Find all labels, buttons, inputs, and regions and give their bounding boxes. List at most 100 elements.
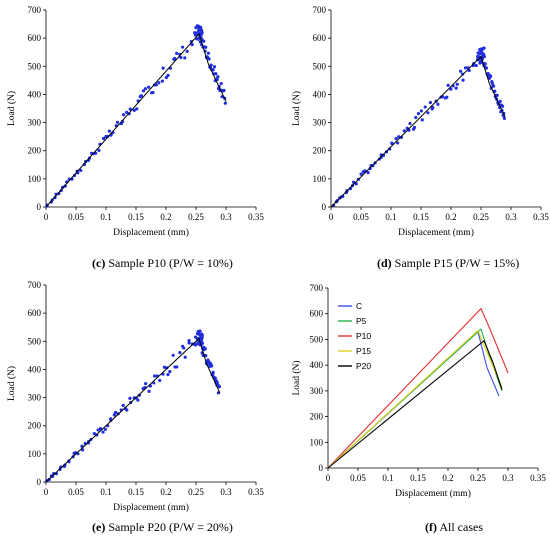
chart-c-data-point xyxy=(166,73,170,78)
chart-e-y-tick-label: 0 xyxy=(37,477,42,487)
chart-d-data-point xyxy=(480,50,484,54)
chart-d-y-tick-label: 400 xyxy=(313,89,327,99)
chart-d-data-point xyxy=(359,172,363,176)
chart-d-data-point xyxy=(423,105,427,109)
chart-e-data-point xyxy=(210,364,214,368)
chart-e-data-point xyxy=(203,347,207,351)
chart-f-x-tick-label: 0.15 xyxy=(410,473,426,483)
chart-e-x-axis-label: Displacement (mm) xyxy=(113,502,189,513)
chart-f-caption-letter: (f) xyxy=(425,520,437,534)
chart-c-caption-letter: (c) xyxy=(92,256,106,270)
legend-label-p15: P15 xyxy=(356,346,371,356)
chart-e-data-point xyxy=(215,380,219,385)
chart-d-data-point xyxy=(455,82,459,86)
chart-e-caption-text: Sample P20 (P/W = 20%) xyxy=(108,520,233,534)
chart-e-data-point xyxy=(196,330,200,334)
chart-e-plot: 0 0.05 0.1 0.15 0.2 0.25 0.3 0.35 0 100 200 300 400 5… xyxy=(6,280,264,513)
chart-d-x-axis-label: Displacement (mm) xyxy=(398,227,474,238)
chart-e-data-point xyxy=(187,341,191,345)
chart-e-data-point xyxy=(144,382,148,386)
chart-d-x-tick-label: 0.35 xyxy=(533,212,549,222)
chart-d-data-point xyxy=(481,53,485,57)
chart-panel-f: 0 0.05 0.1 0.15 0.2 0.25 0.3 0.35 0 100 200 300 400 5… xyxy=(285,275,550,540)
chart-e-y-tick-label: 500 xyxy=(28,336,42,346)
chart-d-data-point xyxy=(420,118,424,122)
chart-f-x-tick-label: 0.2 xyxy=(442,473,453,483)
legend-label-p10: P10 xyxy=(356,331,371,341)
chart-e-x-tick-label: 0.15 xyxy=(128,487,144,497)
chart-c-data-point xyxy=(200,31,204,35)
chart-c-data-point xyxy=(190,42,194,47)
chart-e-y-axis-label: Load (N) xyxy=(6,366,17,401)
chart-c-y-axis-label: Load (N) xyxy=(6,91,17,126)
chart-e-data-point xyxy=(152,374,157,378)
chart-e-data-point xyxy=(171,353,175,357)
chart-c-data-point xyxy=(206,51,211,55)
chart-c-y-tick-label: 500 xyxy=(28,61,42,71)
chart-e-x-tick-label: 0.2 xyxy=(160,487,171,497)
chart-d-caption: (d) Sample P15 (P/W = 15%) xyxy=(377,256,519,271)
chart-e-x-tick-label: 0.25 xyxy=(188,487,204,497)
chart-d-data-point xyxy=(394,136,398,141)
chart-c-data-point xyxy=(53,196,57,200)
chart-c-data-point xyxy=(183,56,187,60)
chart-d-x-tick-label: 0 xyxy=(329,212,334,222)
chart-c-data-point xyxy=(207,57,211,61)
chart-e-data-point xyxy=(125,408,129,412)
chart-d-x-tick-label: 0.2 xyxy=(445,212,456,222)
chart-e-data-point xyxy=(136,398,140,402)
chart-c-data-point xyxy=(139,94,144,98)
chart-f-y-tick-label: 400 xyxy=(310,360,324,370)
chart-c-data-point xyxy=(143,87,148,91)
chart-c-data-point xyxy=(160,79,165,83)
chart-c-data-point xyxy=(175,51,179,55)
chart-e-caption-letter: (e) xyxy=(92,520,106,534)
chart-c-data-point xyxy=(107,129,111,133)
chart-e-data-point xyxy=(112,413,116,417)
chart-d-x-tick-label: 0.25 xyxy=(473,212,489,222)
chart-c-x-tick-label: 0.2 xyxy=(160,212,171,222)
chart-e-data-point xyxy=(166,373,170,377)
chart-f-caption: (f) All cases xyxy=(425,520,483,535)
chart-d-y-tick-label: 200 xyxy=(313,146,327,156)
chart-e-x-tick-label: 0.3 xyxy=(220,487,232,497)
chart-d-data-point xyxy=(461,78,465,82)
chart-e-data-point xyxy=(204,354,208,358)
legend-label-c: C xyxy=(356,301,362,311)
chart-c-x-tick-label: 0.1 xyxy=(100,212,111,222)
chart-d-data-point xyxy=(460,72,465,76)
chart-d-data-point xyxy=(490,81,494,85)
chart-d-x-tick-label: 0.05 xyxy=(353,212,369,222)
chart-c-x-tick-label: 0.35 xyxy=(248,212,264,222)
chart-f-y-axis-label: Load (N) xyxy=(291,360,302,395)
chart-f-x-tick-label: 0.35 xyxy=(530,473,546,483)
chart-d-x-tick-label: 0.15 xyxy=(413,212,429,222)
chart-panel-d: 0 0.05 0.1 0.15 0.2 0.25 0.3 0.35 0 100 200 300 400 5… xyxy=(285,0,550,270)
chart-d-data-point xyxy=(502,116,506,120)
chart-e-y-tick-label: 200 xyxy=(28,421,42,431)
chart-e-x-tick-label: 0.1 xyxy=(100,487,111,497)
chart-c-data-point xyxy=(173,56,177,61)
chart-c-data-point xyxy=(151,90,155,95)
chart-d-data-point xyxy=(412,125,417,130)
chart-c-data-point xyxy=(211,68,215,72)
chart-c-data-point xyxy=(214,72,218,76)
chart-f-x-axis-label: Displacement (mm) xyxy=(395,488,471,499)
chart-d-data-point xyxy=(431,105,435,110)
chart-d-data-point xyxy=(454,86,458,90)
chart-d-data-point xyxy=(493,89,497,93)
chart-d-y-tick-label: 300 xyxy=(313,118,327,128)
chart-c-data-point xyxy=(101,136,106,141)
chart-d-x-tick-label: 0.1 xyxy=(385,212,396,222)
chart-c-data-point xyxy=(154,83,158,87)
chart-e-x-tick-label: 0.05 xyxy=(68,487,84,497)
chart-c-x-tick-label: 0.25 xyxy=(188,212,204,222)
chart-c-data-point xyxy=(128,107,132,111)
chart-e-x-tick-label: 0 xyxy=(44,487,49,497)
chart-f-caption-text: All cases xyxy=(439,520,483,534)
chart-e-data-point xyxy=(175,365,179,369)
chart-c-data-point xyxy=(222,88,226,92)
chart-e-data-point xyxy=(165,366,169,370)
legend-label-p5: P5 xyxy=(356,316,367,326)
chart-c-data-point xyxy=(147,85,151,89)
